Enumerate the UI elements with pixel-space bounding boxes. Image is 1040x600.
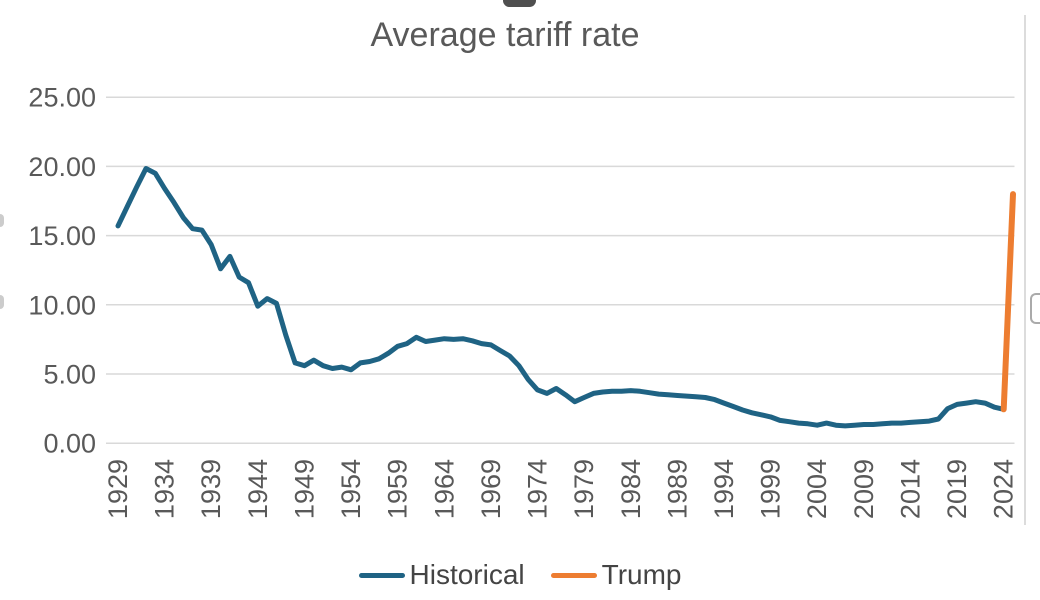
y-axis-tick-label: 10.00 — [28, 290, 96, 320]
x-axis-tick-label: 2019 — [942, 459, 972, 519]
x-axis-tick-label: 2014 — [895, 459, 925, 519]
x-axis-tick-label: 1959 — [383, 459, 413, 519]
legend: Historical Trump — [0, 557, 1040, 593]
x-axis-tick-label: 1949 — [289, 459, 319, 519]
legend-item-trump[interactable]: Trump — [550, 559, 682, 591]
trump-line-swatch — [550, 572, 597, 578]
x-axis-tick-label: 1999 — [756, 459, 786, 519]
drag-handle[interactable] — [503, 0, 536, 7]
legend-label-trump: Trump — [601, 559, 682, 590]
y-axis-tick-label: 25.00 — [28, 83, 96, 113]
x-axis-tick-label: 1979 — [569, 459, 599, 519]
historical-line-swatch — [358, 572, 405, 578]
chart-title: Average tariff rate — [370, 16, 640, 54]
x-axis-tick-label: 2009 — [849, 459, 879, 519]
x-axis-tick-label: 2024 — [989, 459, 1019, 519]
window-edge — [1024, 15, 1026, 525]
x-axis-tick-label: 1944 — [243, 459, 273, 519]
x-axis-tick-label: 1984 — [616, 459, 646, 519]
x-axis-tick-label: 1929 — [103, 459, 133, 519]
window-edge-fragment — [0, 295, 4, 309]
x-axis-tick-label: 1934 — [150, 459, 180, 519]
x-axis-tick-label: 1994 — [709, 459, 739, 519]
legend-item-historical[interactable]: Historical — [358, 559, 525, 591]
x-axis-tick-label: 1939 — [196, 459, 226, 519]
trump-series-line[interactable] — [1000, 191, 1016, 413]
x-axis-tick-label: 1954 — [336, 459, 366, 519]
window-edge-fragment — [0, 214, 4, 227]
x-axis-tick-label: 1969 — [476, 459, 506, 519]
x-axis-tick-label: 1989 — [662, 459, 692, 519]
y-axis-tick-label: 5.00 — [43, 360, 96, 390]
x-axis-tick-label: 2004 — [802, 459, 832, 519]
y-axis-tick-label: 15.00 — [28, 221, 96, 251]
legend-label-historical: Historical — [409, 559, 525, 590]
x-axis-tick-label: 1964 — [429, 459, 459, 519]
side-panel-handle[interactable] — [1030, 293, 1040, 324]
y-axis-tick-label: 20.00 — [28, 152, 96, 182]
y-axis-tick-label: 0.00 — [43, 429, 96, 459]
historical-series-line[interactable] — [115, 166, 1007, 429]
x-axis-tick-label: 1974 — [523, 459, 553, 519]
